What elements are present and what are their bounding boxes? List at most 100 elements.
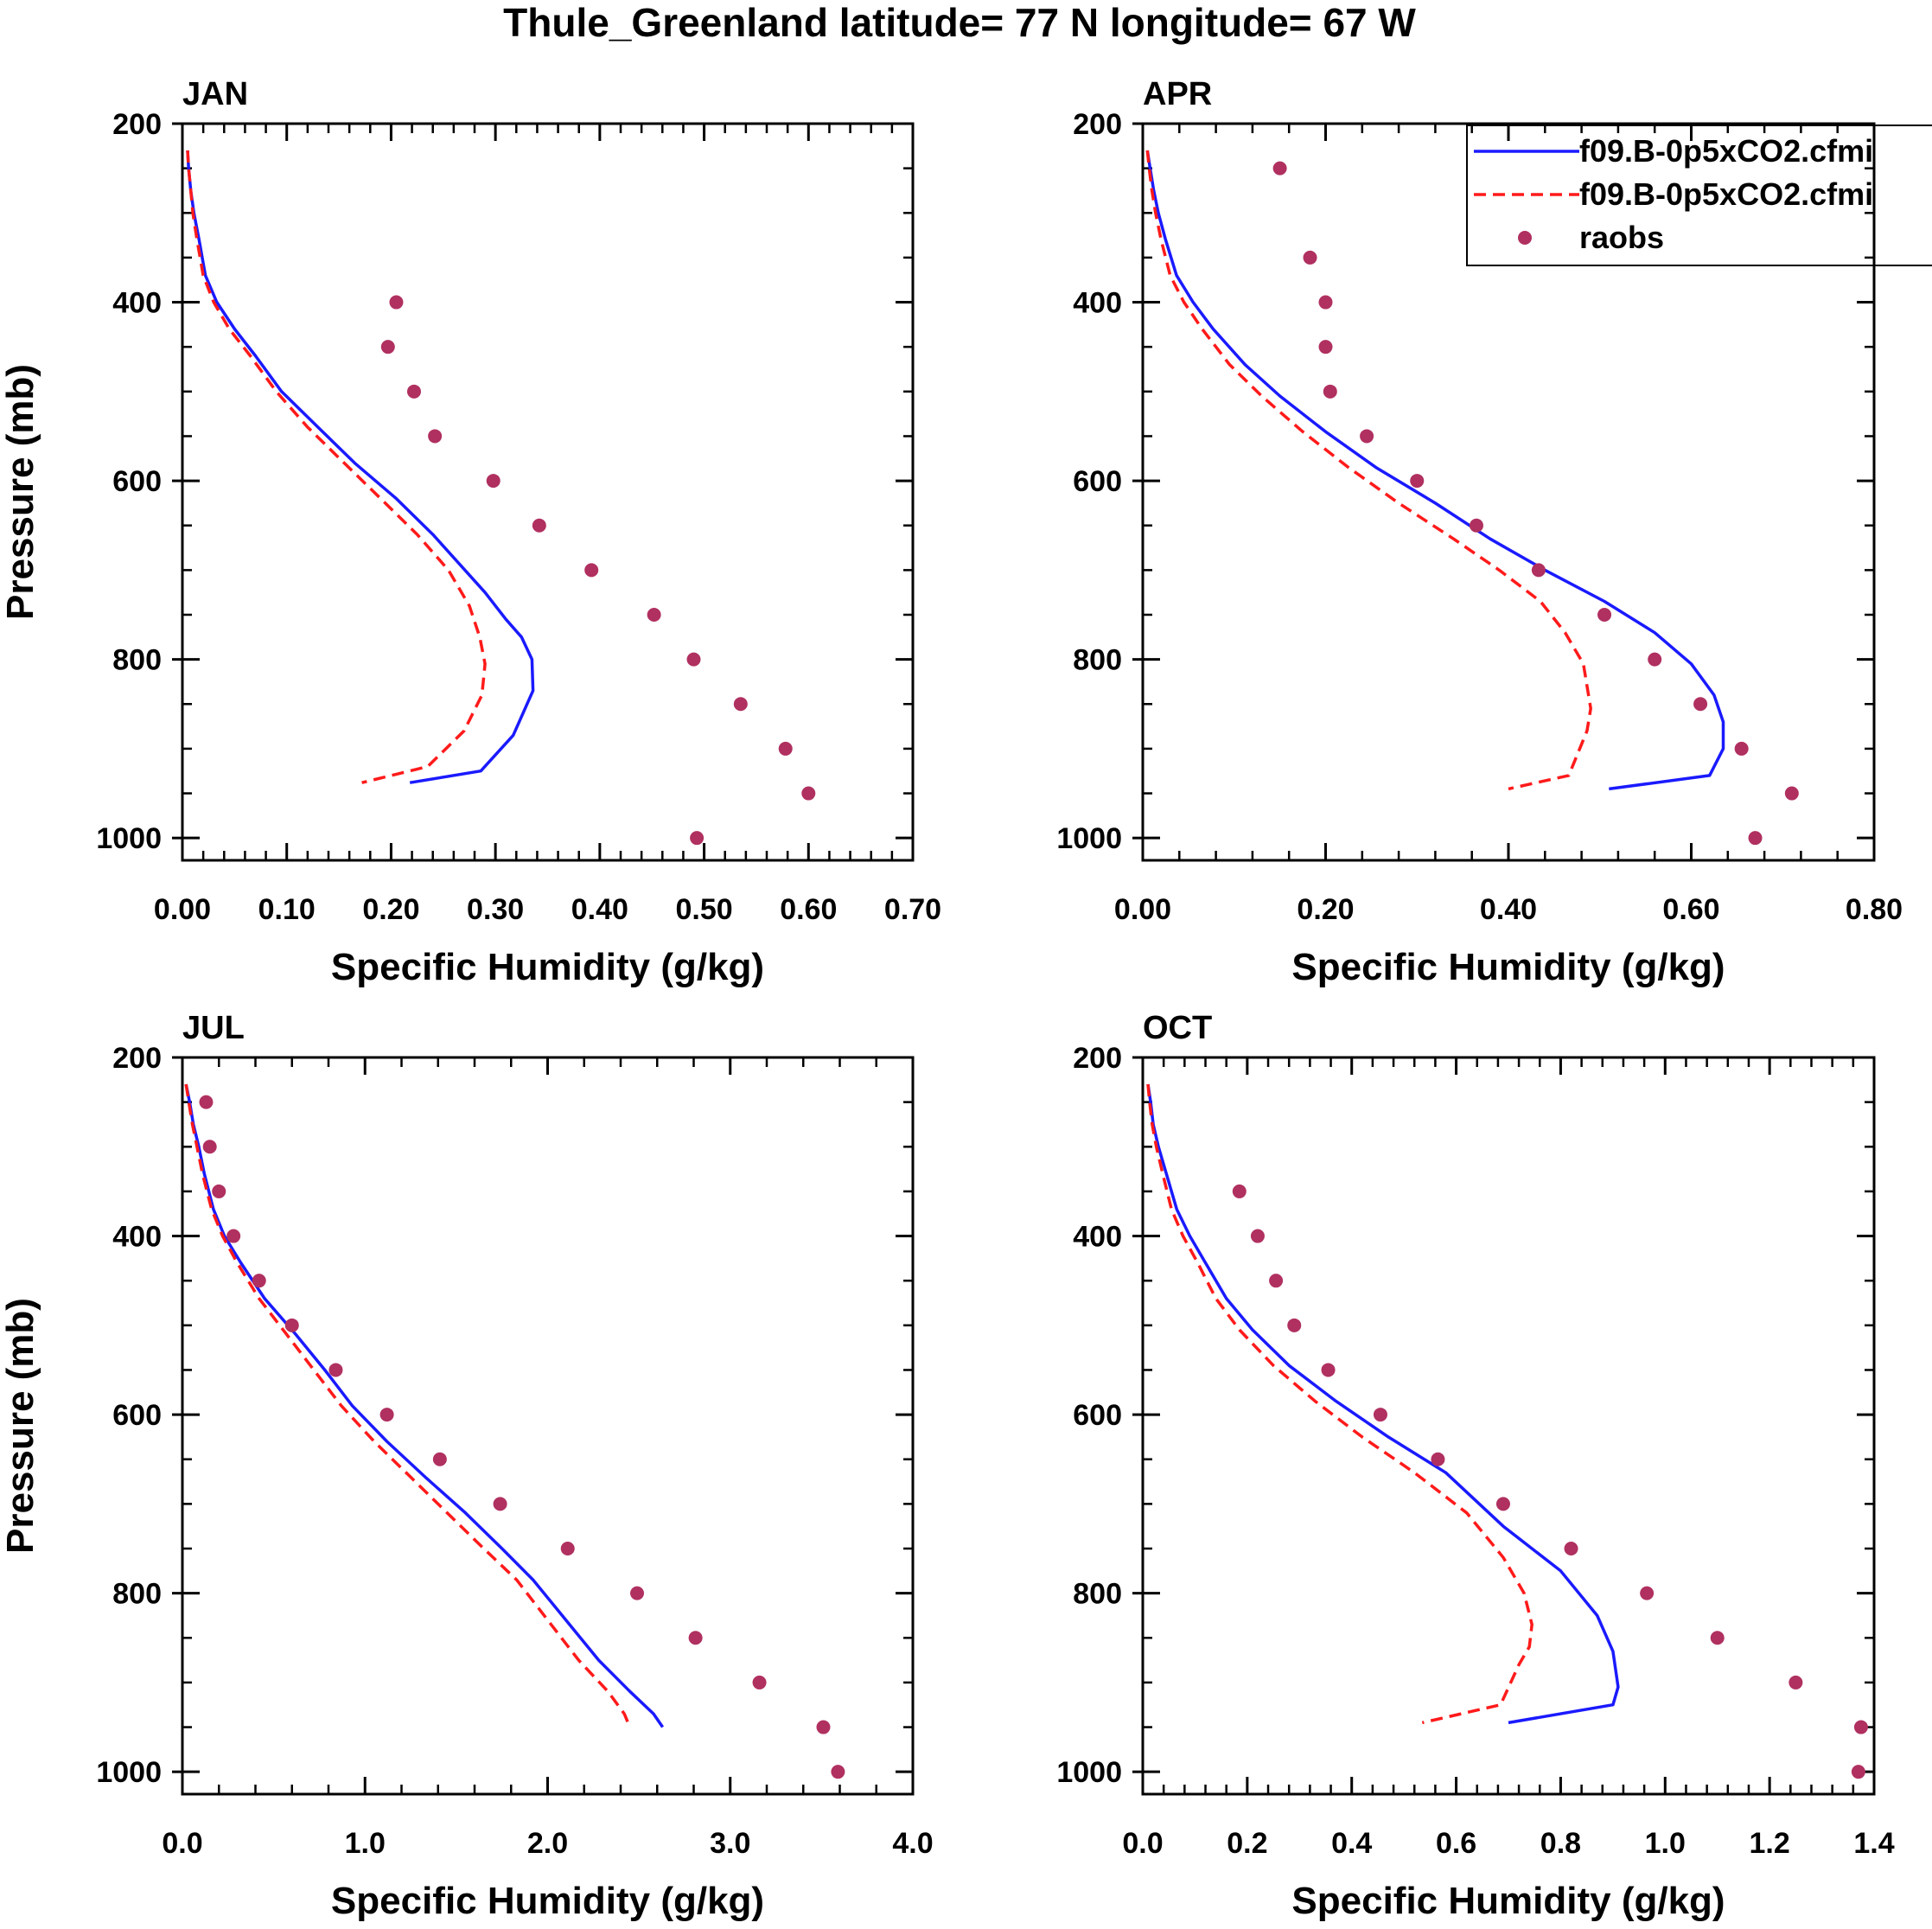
series-line-dashed (1146, 1083, 1533, 1725)
x-tick-label: 0.30 (467, 893, 524, 926)
raobs-point (1748, 831, 1763, 846)
raobs-point (1321, 1363, 1336, 1377)
legend-label: f09.B-0p5xCO2.cfmi (1579, 133, 1873, 169)
legend: f09.B-0p5xCO2.cfmi f09.B-0p5xCO2.cfmi raob… (1466, 125, 1932, 266)
raobs-point (1734, 741, 1749, 756)
y-axis-label-jan: Pressure (mb) (0, 364, 41, 620)
series-line-dashed (186, 150, 487, 784)
raobs-point (1318, 295, 1333, 310)
x-tick-label: 3.0 (710, 1827, 750, 1860)
panel-title-jan: JAN (182, 76, 248, 112)
raobs-point (1693, 697, 1708, 712)
x-tick-label: 1.4 (1853, 1827, 1894, 1860)
x-tick-label: 0.0 (162, 1827, 202, 1860)
raobs-point (1853, 1720, 1868, 1734)
raobs-point (584, 563, 599, 578)
x-axis-label-jul: Specific Humidity (g/kg) (331, 1880, 764, 1922)
plot-frame-oct (1141, 1056, 1876, 1796)
y-tick-label: 200 (1073, 108, 1122, 141)
y-tick-label: 600 (1073, 1399, 1122, 1432)
legend-swatch-marker (1518, 231, 1532, 245)
raobs-point (1250, 1229, 1265, 1243)
y-tick-label: 800 (112, 644, 162, 677)
raobs-point (801, 786, 816, 801)
x-tick-label: 0.20 (362, 893, 419, 926)
y-tick-label: 800 (1073, 1578, 1122, 1611)
x-tick-label: 0.50 (675, 893, 732, 926)
y-tick-label: 200 (112, 108, 162, 141)
raobs-point (778, 741, 793, 756)
panel-jan: 0.00 0.10 0.20 0.30 0.40 0.50 0.60 0.70 200 400 60… (0, 76, 941, 988)
x-tick-label: 0.70 (884, 893, 941, 926)
raobs-point (1269, 1274, 1284, 1288)
raobs-point (560, 1542, 575, 1555)
raobs-point (630, 1586, 645, 1600)
raobs-point (493, 1497, 507, 1511)
legend-box (1466, 125, 1932, 266)
raobs-point (212, 1184, 226, 1198)
x-tick-label: 0.00 (1114, 893, 1171, 926)
series-line-solid (186, 150, 535, 784)
x-tick-label: 1.2 (1750, 1827, 1790, 1860)
x-axis-label-jan: Specific Humidity (g/kg) (331, 946, 764, 988)
y-tick-label: 400 (1073, 1221, 1122, 1254)
raobs-point (486, 474, 501, 489)
panel-jul: 0.0 1.0 2.0 3.0 4.0 200 400 600 800 1000 JUL Specif… (0, 1010, 934, 1922)
raobs-point (432, 1452, 447, 1466)
x-axis-label-oct: Specific Humidity (g/kg) (1291, 1880, 1725, 1922)
raobs-point (831, 1765, 845, 1779)
raobs-point (1564, 1542, 1578, 1555)
raobs-point (1232, 1184, 1247, 1198)
y-tick-label: 600 (1073, 465, 1122, 498)
raobs-point (406, 384, 421, 399)
raobs-point (389, 295, 404, 310)
raobs-point (532, 518, 546, 533)
raobs-point (733, 697, 748, 712)
y-tick-label: 200 (112, 1042, 162, 1075)
raobs-point (688, 1631, 703, 1645)
y-tick-label: 600 (112, 465, 162, 498)
raobs-point (252, 1274, 266, 1288)
y-tick-label: 1000 (96, 822, 162, 855)
raobs-point (328, 1363, 343, 1377)
raobs-point (690, 831, 705, 846)
raobs-point (199, 1095, 214, 1109)
raobs-point (1784, 786, 1799, 801)
raobs-point (1495, 1497, 1510, 1511)
raobs-point (202, 1140, 217, 1154)
y-tick-label: 600 (112, 1399, 162, 1432)
raobs-point (284, 1318, 299, 1332)
raobs-point (1431, 1452, 1445, 1466)
y-tick-label: 800 (112, 1578, 162, 1611)
raobs-point (1323, 384, 1337, 399)
raobs-point (1373, 1408, 1387, 1422)
raobs-point (752, 1675, 767, 1689)
legend-label: raobs (1579, 220, 1664, 255)
x-tick-label: 0.00 (154, 893, 211, 926)
y-tick-label: 400 (112, 287, 162, 320)
raobs-point (1640, 1586, 1655, 1600)
y-tick-label: 1000 (96, 1756, 162, 1789)
x-tick-label: 0.4 (1331, 1827, 1372, 1860)
y-tick-label: 400 (1073, 287, 1122, 320)
x-tick-label: 0.2 (1227, 1827, 1267, 1860)
x-tick-label: 0.10 (258, 893, 316, 926)
panel-apr: 0.00 0.20 0.40 0.60 0.80 200 400 600 800 1000 APR S… (1056, 76, 1932, 988)
raobs-point (1597, 608, 1612, 622)
raobs-point (686, 652, 701, 667)
raobs-point (816, 1720, 831, 1734)
x-tick-label: 0.0 (1122, 1827, 1163, 1860)
x-tick-label: 4.0 (892, 1827, 933, 1860)
series-line-solid (1146, 1083, 1620, 1725)
x-axis-label-apr: Specific Humidity (g/kg) (1291, 946, 1725, 988)
legend-label: f09.B-0p5xCO2.cfmi (1579, 176, 1873, 212)
y-tick-label: 400 (112, 1221, 162, 1254)
raobs-point (379, 1408, 394, 1422)
y-axis-label-jul: Pressure (mb) (0, 1298, 41, 1554)
panel-title-apr: APR (1143, 76, 1212, 112)
x-tick-label: 0.60 (1662, 893, 1719, 926)
plot-frame-apr (1141, 122, 1876, 862)
raobs-point (1789, 1675, 1803, 1689)
raobs-point (1272, 161, 1287, 176)
raobs-point (1710, 1631, 1725, 1645)
